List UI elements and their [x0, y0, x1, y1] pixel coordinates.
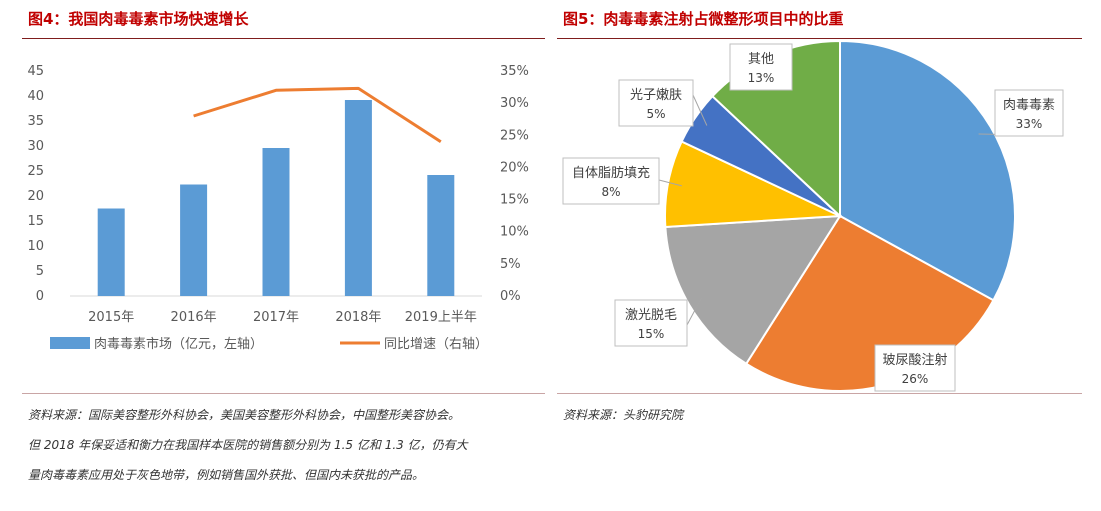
pie-chart: 肉毒毒素 33% 玻尿酸注射 26% 激光脱毛 15% 自体脂肪填充 8% 光子嫩肤 5% 其他 13… — [562, 40, 1064, 393]
source-line-1: 资料来源：国际美容整形外科协会，美国美容整形外科协会，中国整形美容协会。 — [28, 408, 461, 422]
y-left-tick-label: 35 — [27, 114, 44, 129]
slice-value-label: 5% — [646, 107, 665, 121]
y-left-tick-label: 20 — [27, 189, 44, 204]
label-leader-line — [692, 94, 708, 126]
y-left-tick-label: 45 — [27, 64, 44, 79]
bar-line-chart: 0 5 10 15 20 25 30 35 40 45 0% 5% 10% 15% 20% 25% 30% 35%… — [27, 64, 529, 352]
slice-label: 肉毒毒素 — [1003, 98, 1055, 113]
y-right-tick-label: 20% — [500, 160, 529, 175]
y-right-tick-label: 0% — [500, 289, 521, 304]
y-left-tick-label: 5 — [36, 264, 44, 279]
pie-slice — [839, 40, 1016, 302]
slice-label: 自体脂肪填充 — [572, 165, 650, 181]
chart-title-left: 图4：我国肉毒毒素市场快速增长 — [28, 10, 249, 28]
slice-label: 光子嫩肤 — [630, 88, 682, 103]
slice-value-label: 33% — [1016, 117, 1043, 131]
y-right-tick-label: 25% — [500, 128, 529, 143]
label-box — [874, 344, 956, 392]
x-tick-label: 2017年 — [253, 310, 299, 325]
y-left-tick-label: 25 — [27, 164, 44, 179]
growth-rate-line — [193, 86, 442, 143]
pie-slice — [664, 214, 842, 366]
label-box — [618, 79, 694, 127]
y-right-tick-label: 15% — [500, 193, 529, 208]
y-right-tick-label: 10% — [500, 225, 529, 240]
source-rule-right — [557, 393, 1082, 394]
chart-title-right: 图5：肉毒毒素注射占微整形项目中的比重 — [563, 10, 844, 28]
legend-bar-label: 肉毒毒素市场（亿元，左轴） — [94, 336, 263, 352]
x-tick-label: 2019上半年 — [405, 310, 477, 325]
slice-label: 其他 — [748, 52, 774, 67]
label-box — [729, 43, 793, 91]
label-box — [994, 89, 1064, 137]
bar — [427, 175, 455, 296]
y-left-tick-label: 30 — [27, 139, 44, 154]
slice-value-label: 15% — [638, 327, 665, 341]
bar — [262, 148, 290, 296]
label-leader-line — [658, 179, 682, 187]
y-right-tick-label: 35% — [500, 64, 529, 79]
title-rule-left — [22, 38, 545, 39]
y-left-tick-label: 15 — [27, 214, 44, 229]
source-line-3: 量肉毒毒素应用处于灰色地带，例如销售国外获批、但国内未获批的产品。 — [28, 468, 425, 482]
bar — [97, 208, 125, 296]
title-rule-right — [557, 38, 1082, 39]
legend-line-label: 同比增速（右轴） — [384, 337, 488, 352]
source-line-2: 但 2018 年保妥适和衡力在我国样本医院的销售额分别为 1.5 亿和 1.3 … — [28, 438, 468, 452]
slice-value-label: 13% — [748, 71, 775, 85]
y-left-tick-label: 10 — [27, 239, 44, 254]
y-right-tick-label: 30% — [500, 96, 529, 111]
slice-label: 激光脱毛 — [625, 308, 677, 323]
y-left-tick-label: 40 — [27, 89, 44, 104]
y-right-tick-label: 5% — [500, 257, 521, 272]
slice-label: 玻尿酸注射 — [882, 352, 947, 368]
bar — [344, 100, 372, 296]
slice-value-label: 8% — [601, 185, 620, 199]
label-leader-line — [686, 297, 702, 326]
bar — [180, 184, 208, 296]
y-left-tick-label: 0 — [36, 289, 44, 304]
slice-value-label: 26% — [902, 372, 929, 386]
x-tick-label: 2018年 — [335, 310, 381, 325]
label-box — [614, 299, 688, 347]
label-box — [562, 157, 660, 205]
x-tick-label: 2016年 — [171, 310, 217, 325]
x-tick-label: 2015年 — [88, 310, 134, 325]
source-note-left: 资料来源：国际美容整形外科协会，美国美容整形外科协会，中国整形美容协会。 但 2… — [28, 400, 548, 490]
source-note-right: 资料来源：头豹研究院 — [563, 408, 684, 422]
legend-bar-swatch — [50, 337, 90, 349]
source-rule-left — [22, 393, 545, 394]
